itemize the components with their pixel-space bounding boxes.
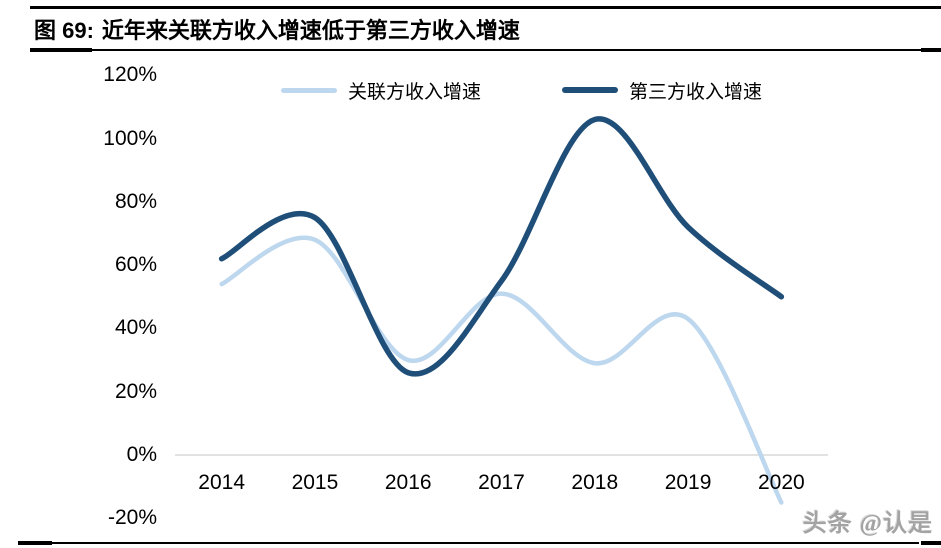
legend-item-third-party: 第三方收入增速 <box>562 78 763 103</box>
top-border-rule <box>30 6 941 9</box>
rule-thick-right <box>921 48 941 52</box>
rule-thick-left <box>18 541 52 545</box>
rule-thick-right <box>921 541 941 545</box>
x-tick-label: 2020 <box>757 471 805 494</box>
legend-label-related-party: 关联方收入增速 <box>348 81 482 103</box>
figure-title-text: 近年来关联方收入增速低于第三方收入增速 <box>101 18 520 43</box>
watermark: 头条 @认是 <box>802 511 933 537</box>
y-tick-label: 60% <box>114 253 157 277</box>
x-tick-label: 2018 <box>571 471 619 494</box>
legend-line-swatch-related-party <box>281 87 337 93</box>
y-tick-label: 20% <box>114 379 157 403</box>
y-tick-label: 40% <box>114 316 157 340</box>
x-tick-label: 2017 <box>478 471 525 494</box>
rule-thin-middle <box>92 49 921 51</box>
figure-number: 图 69: <box>34 18 94 43</box>
legend-line-swatch-third-party <box>562 86 618 94</box>
legend-label-third-party: 第三方收入增速 <box>629 81 763 103</box>
chart-legend: 关联方收入增速 第三方收入增速 <box>0 78 941 103</box>
legend-item-related-party: 关联方收入增速 <box>281 78 482 103</box>
figure-title: 图 69: 近年来关联方收入增速低于第三方收入增速 <box>34 13 931 45</box>
y-tick-label: 100% <box>103 126 157 150</box>
y-tick-label: 120% <box>103 63 157 87</box>
rule-thick-left <box>30 48 92 52</box>
title-underline-rule <box>30 48 941 52</box>
x-tick-label: 2019 <box>664 471 712 494</box>
y-tick-label: 0% <box>126 443 157 466</box>
y-tick-label: -20% <box>107 506 157 530</box>
y-tick-label: 80% <box>114 189 157 213</box>
x-tick-label: 2015 <box>291 471 339 494</box>
x-tick-label: 2016 <box>384 471 432 494</box>
x-tick-label: 2014 <box>198 471 245 494</box>
series-line-related-party <box>219 235 784 505</box>
bottom-border-rule <box>18 541 941 545</box>
series-line-third-party <box>218 116 785 377</box>
rule-thin-middle <box>52 542 919 544</box>
